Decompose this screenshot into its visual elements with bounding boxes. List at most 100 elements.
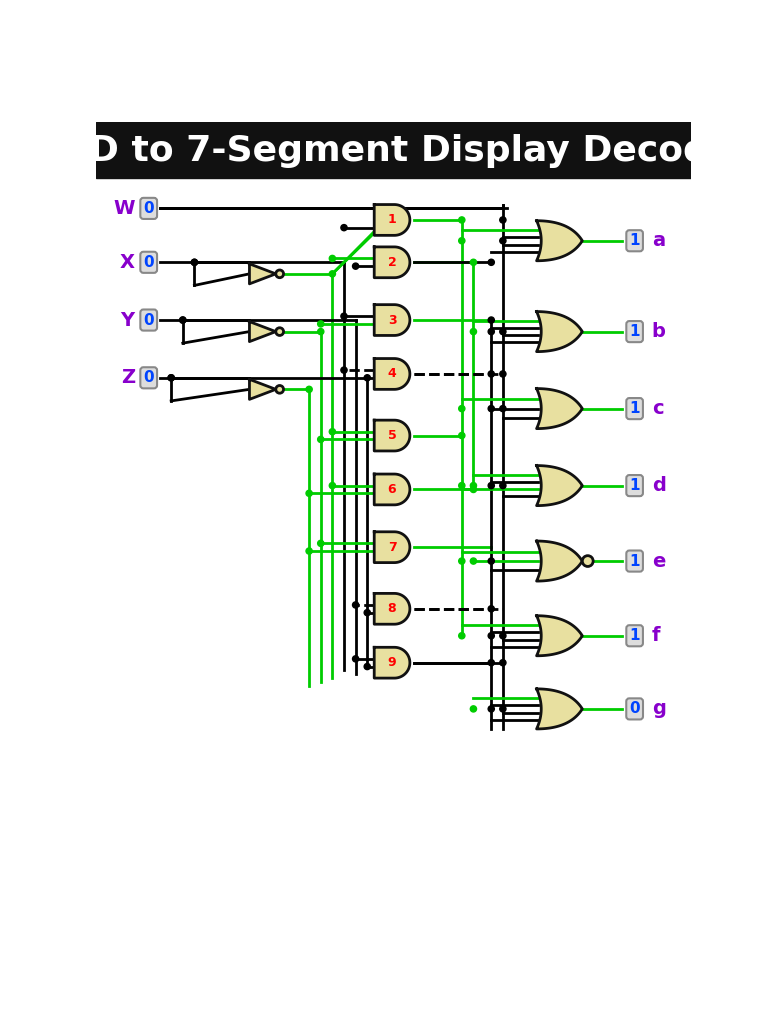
Circle shape xyxy=(276,328,283,336)
Polygon shape xyxy=(537,465,582,506)
Bar xyxy=(96,122,691,177)
Circle shape xyxy=(470,487,476,493)
Circle shape xyxy=(341,367,347,374)
Circle shape xyxy=(458,237,465,244)
Polygon shape xyxy=(374,531,410,563)
Text: 0: 0 xyxy=(144,254,154,270)
Circle shape xyxy=(500,660,506,666)
Text: Z: Z xyxy=(121,369,134,387)
Circle shape xyxy=(488,660,495,666)
Polygon shape xyxy=(374,474,410,505)
Circle shape xyxy=(191,260,197,266)
Text: 6: 6 xyxy=(388,483,396,496)
Circle shape xyxy=(168,375,174,381)
Text: b: b xyxy=(652,322,666,341)
Circle shape xyxy=(458,558,465,564)
Circle shape xyxy=(458,433,465,439)
Polygon shape xyxy=(374,304,410,336)
Text: Y: Y xyxy=(121,310,134,330)
Circle shape xyxy=(458,405,465,411)
Circle shape xyxy=(488,483,495,489)
Circle shape xyxy=(458,632,465,639)
Polygon shape xyxy=(374,358,410,389)
Circle shape xyxy=(180,317,186,323)
Polygon shape xyxy=(537,616,582,656)
Circle shape xyxy=(488,405,495,411)
Circle shape xyxy=(488,317,495,323)
Circle shape xyxy=(353,602,359,608)
Text: c: c xyxy=(652,399,664,418)
Text: 1: 1 xyxy=(629,401,640,416)
Polygon shape xyxy=(374,420,410,451)
Circle shape xyxy=(458,483,465,489)
Text: 9: 9 xyxy=(388,657,396,669)
Circle shape xyxy=(306,491,313,497)
Circle shape xyxy=(191,260,197,266)
Circle shape xyxy=(470,705,476,712)
Circle shape xyxy=(470,483,476,489)
Circle shape xyxy=(488,705,495,712)
Text: 1: 1 xyxy=(629,554,640,569)
Text: 7: 7 xyxy=(388,541,396,554)
Text: 0: 0 xyxy=(144,371,154,385)
Circle shape xyxy=(488,558,495,564)
Polygon shape xyxy=(374,647,410,678)
Circle shape xyxy=(318,437,324,443)
Polygon shape xyxy=(374,247,410,278)
Circle shape xyxy=(488,371,495,377)
Polygon shape xyxy=(537,689,582,729)
Circle shape xyxy=(329,483,336,489)
Text: 0: 0 xyxy=(629,701,640,717)
Text: 1: 1 xyxy=(629,628,640,643)
Circle shape xyxy=(306,548,313,554)
Polygon shape xyxy=(537,541,582,581)
Circle shape xyxy=(458,217,465,223)
Circle shape xyxy=(470,329,476,335)
Circle shape xyxy=(276,386,283,393)
Circle shape xyxy=(488,606,495,612)
Polygon shape xyxy=(374,205,410,235)
Circle shape xyxy=(168,375,174,381)
Circle shape xyxy=(500,237,506,244)
Circle shape xyxy=(500,329,506,335)
Text: 0: 0 xyxy=(144,201,154,216)
Polygon shape xyxy=(250,264,276,284)
Text: 0: 0 xyxy=(144,313,154,328)
Circle shape xyxy=(318,541,324,547)
Text: 3: 3 xyxy=(388,314,396,327)
Circle shape xyxy=(364,375,370,381)
Circle shape xyxy=(341,225,347,231)
Text: 1: 1 xyxy=(629,233,640,248)
Text: a: a xyxy=(652,231,665,250)
Circle shape xyxy=(364,610,370,616)
Text: f: f xyxy=(652,626,660,645)
Circle shape xyxy=(364,664,370,670)
Circle shape xyxy=(582,556,593,566)
Text: 8: 8 xyxy=(388,603,396,615)
Circle shape xyxy=(500,705,506,712)
Circle shape xyxy=(306,386,313,392)
Circle shape xyxy=(180,317,186,323)
Text: 1: 1 xyxy=(388,214,396,226)
Text: W: W xyxy=(113,199,134,218)
Circle shape xyxy=(329,271,336,277)
Circle shape xyxy=(353,656,359,662)
Circle shape xyxy=(470,260,476,266)
Circle shape xyxy=(500,371,506,377)
Polygon shape xyxy=(250,380,276,399)
Polygon shape xyxy=(374,593,410,624)
Circle shape xyxy=(500,632,506,639)
Circle shape xyxy=(500,483,506,489)
Text: g: g xyxy=(652,699,666,719)
Text: 2: 2 xyxy=(388,256,396,269)
Circle shape xyxy=(318,329,324,335)
Text: BCD to 7-Segment Display Decoder: BCD to 7-Segment Display Decoder xyxy=(35,134,752,168)
Text: d: d xyxy=(652,476,666,495)
Polygon shape xyxy=(537,221,582,261)
Circle shape xyxy=(500,405,506,411)
Circle shape xyxy=(488,632,495,639)
Circle shape xyxy=(318,321,324,327)
Polygon shape xyxy=(537,389,582,429)
Text: 4: 4 xyxy=(388,367,396,381)
Circle shape xyxy=(329,256,336,262)
